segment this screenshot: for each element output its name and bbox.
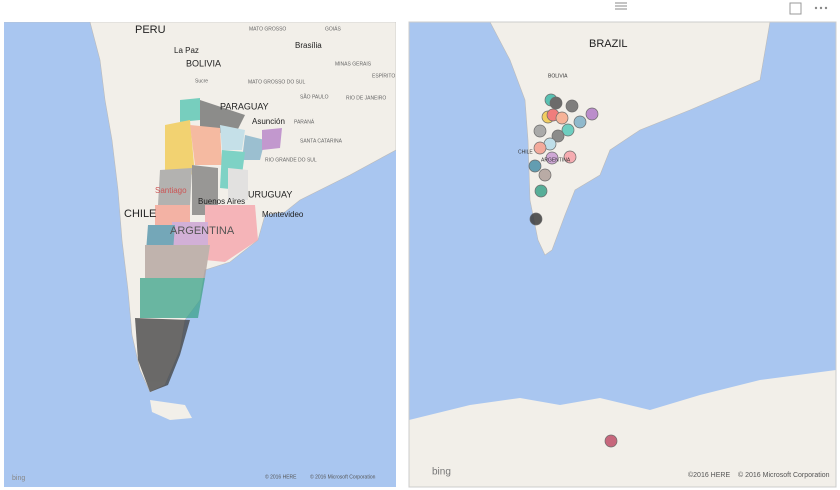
country-label: BRAZIL: [589, 38, 628, 50]
city-label: Montevideo: [262, 210, 304, 219]
bubbles: [528, 93, 618, 448]
left-map[interactable]: PERU La Paz BOLIVIA Sucre Brasília MATO …: [4, 22, 414, 487]
city-label: La Paz: [174, 46, 199, 55]
land: [489, 22, 771, 256]
right-map[interactable]: BRAZIL BOLIVIA CHILE ARGENTINA bing ©201…: [409, 22, 836, 487]
attribution: © 2016 Microsoft Corporation: [310, 473, 376, 480]
attribution: ©2016 HERE: [688, 471, 730, 479]
city-label: Buenos Aires: [198, 197, 245, 206]
land: [150, 400, 192, 420]
city-label: Santiago: [155, 186, 187, 195]
country-label: PERU: [135, 24, 166, 36]
country-label: BOLIVIA: [548, 73, 568, 79]
more-options-button[interactable]: [814, 6, 828, 10]
region-label: SANTA CATARINA: [300, 138, 343, 144]
city-label: Asunción: [252, 117, 285, 126]
visual-border: [408, 21, 837, 488]
focus-mode-button[interactable]: [789, 2, 802, 15]
region-label: SÃO PAULO: [300, 93, 329, 100]
region-label: ESPÍRITO SANTO: [372, 72, 414, 79]
antarctica: [409, 370, 836, 487]
country-label: ARGENTINA: [170, 225, 235, 237]
region-label: RIO DE JANEIRO: [346, 95, 386, 101]
drag-handle[interactable]: [615, 2, 627, 10]
attribution: © 2016 HERE: [265, 473, 297, 480]
country-label: PARAGUAY: [220, 101, 269, 111]
country-label: URUGUAY: [248, 189, 292, 199]
country-label: CHILE: [124, 208, 156, 220]
visual-header: [409, 0, 836, 22]
region-label: MINAS GERAIS: [335, 61, 372, 67]
region-label: GOIÁS: [325, 25, 342, 32]
country-label: CHILE: [518, 149, 533, 155]
city-label: Brasília: [295, 41, 322, 50]
region-label: MATO GROSSO DO SUL: [248, 79, 306, 85]
bing-logo: bing: [12, 475, 25, 482]
country-label: ARGENTINA: [541, 157, 571, 163]
attribution: © 2016 Microsoft Corporation: [738, 471, 830, 479]
country-label: BOLIVIA: [186, 58, 221, 68]
region-label: MATO GROSSO: [249, 26, 286, 32]
region-label: RIO GRANDE DO SUL: [265, 157, 317, 163]
city-label: Sucre: [195, 78, 208, 84]
province-shapes: [135, 98, 282, 392]
bing-logo: bing: [432, 467, 451, 478]
region-label: PARANÁ: [294, 118, 315, 125]
